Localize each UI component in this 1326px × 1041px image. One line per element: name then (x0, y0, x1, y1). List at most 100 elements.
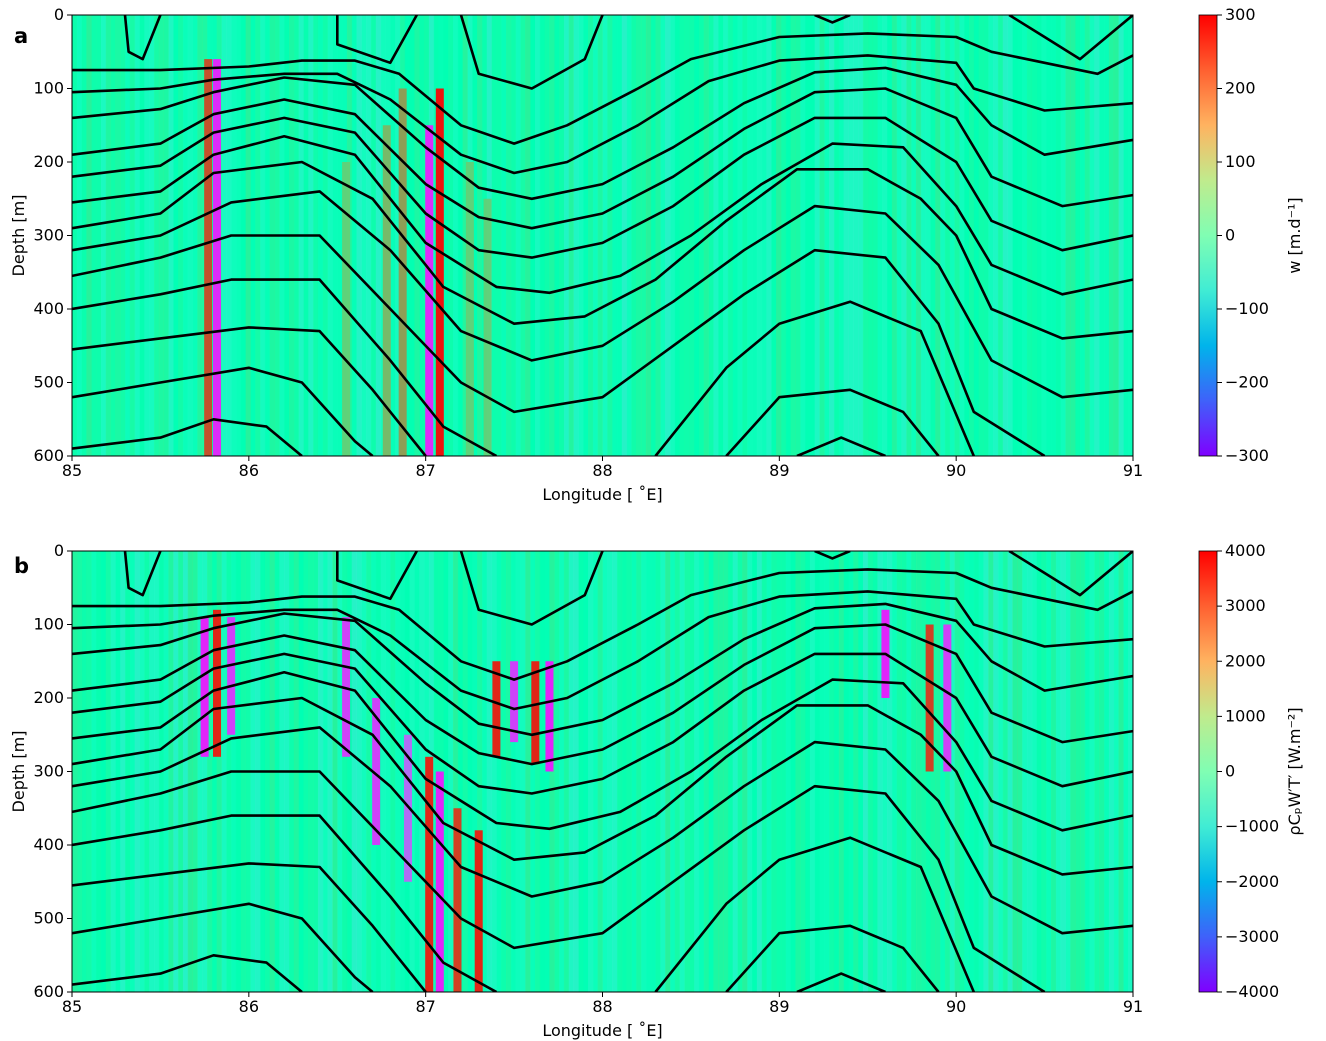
heatmap-cell (472, 551, 478, 992)
x-tick-label: 89 (769, 461, 789, 480)
heatmap-cell (838, 551, 845, 992)
colorbar-tick-label: 0 (1225, 762, 1235, 781)
heatmap-cell (366, 551, 372, 992)
heatmap-cell (665, 15, 671, 456)
contour-line (72, 726, 1133, 935)
contour-line (123, 551, 162, 597)
contour-line (796, 972, 886, 992)
heatmap-cell (723, 551, 729, 992)
heatmap-cell (351, 15, 358, 456)
y-axis-label: Depth [m] (9, 731, 28, 813)
heatmap-cell (732, 551, 739, 992)
heatmap-cell (592, 551, 599, 992)
heatmap-cell (467, 551, 473, 992)
heatmap-cell (1099, 551, 1105, 992)
heatmap-cell (983, 15, 989, 456)
heatmap-cell (993, 15, 999, 456)
heatmap-cell (520, 551, 526, 992)
heatmap-cell (901, 551, 907, 992)
heatmap-cell (105, 551, 112, 992)
heatmap-feature (510, 661, 519, 743)
heatmap-cell (457, 15, 464, 456)
heatmap-cell (501, 15, 507, 456)
heatmap-cell (997, 551, 1004, 992)
heatmap-cell (86, 551, 92, 992)
contour-line (1008, 15, 1133, 61)
heatmap-cell (462, 551, 468, 992)
heatmap-cell (472, 15, 478, 456)
heatmap-cell (993, 551, 999, 992)
heatmap-cell (882, 551, 888, 992)
heatmap-cell (163, 551, 169, 992)
contour-line (459, 15, 604, 90)
heatmap-cell (322, 15, 329, 456)
heatmap-cell (674, 15, 681, 456)
heatmap-cell (872, 551, 878, 992)
colorbar-tick-label: −1000 (1225, 817, 1279, 836)
heatmap-cell (742, 15, 748, 456)
heatmap-cell (752, 551, 758, 992)
heatmap-cell (1017, 551, 1023, 992)
heatmap-cell (139, 551, 145, 992)
heatmap-cell (1123, 551, 1129, 992)
heatmap-cell (390, 15, 396, 456)
heatmap-cell (1060, 15, 1066, 456)
contour-line (72, 135, 1133, 296)
heatmap-cell (935, 551, 941, 992)
heatmap-cell (578, 15, 584, 456)
heatmap-cell (573, 15, 579, 456)
contour-line (72, 32, 1133, 145)
heatmap-cell (1084, 15, 1091, 456)
contour-line (72, 160, 1133, 340)
heatmap-cell (713, 15, 719, 456)
contour-line (814, 551, 851, 560)
contour-line (725, 924, 940, 992)
heatmap-cell (949, 551, 956, 992)
heatmap-cell (125, 15, 131, 456)
heatmap-cell (149, 15, 155, 456)
heatmap-cell (1094, 551, 1100, 992)
heatmap-feature (474, 830, 483, 992)
heatmap-cell (829, 551, 835, 992)
heatmap-cell (332, 15, 338, 456)
heatmap-field (72, 551, 1133, 992)
heatmap-cell (1079, 15, 1086, 456)
heatmap-cell (568, 551, 575, 992)
heatmap-feature (213, 609, 222, 757)
heatmap-cell (1104, 15, 1110, 456)
heatmap-cell (935, 15, 941, 456)
colorbar-tick-label: −2000 (1225, 872, 1279, 891)
heatmap-cell (636, 15, 642, 456)
contour-line (336, 551, 418, 601)
heatmap-cell (819, 551, 825, 992)
colorbar-tick-label: 1000 (1225, 706, 1266, 725)
heatmap-cell (96, 15, 102, 456)
colorbar-tick-label: 300 (1225, 5, 1256, 24)
heatmap-cell (1036, 15, 1042, 456)
contour-line (72, 116, 1133, 259)
heatmap-cell (790, 15, 796, 456)
heatmap-cell (988, 551, 994, 992)
heatmap-cell (534, 15, 541, 456)
heatmap-cell (1084, 551, 1091, 992)
heatmap-cell (814, 551, 821, 992)
heatmap-cell (568, 15, 575, 456)
heatmap-cell (650, 551, 657, 992)
heatmap-cell (1089, 15, 1095, 456)
heatmap-cell (694, 551, 700, 992)
x-tick-label: 91 (1123, 461, 1143, 480)
heatmap-cell (660, 15, 666, 456)
contour-line (459, 551, 604, 626)
heatmap-cell (848, 551, 854, 992)
heatmap-cell (448, 551, 454, 992)
heatmap-cell (327, 551, 333, 992)
contour-line (336, 15, 418, 65)
heatmap-cell (554, 15, 560, 456)
contour-line (72, 770, 1046, 992)
heatmap-cell (448, 15, 454, 456)
heatmap-feature (483, 198, 492, 456)
heatmap-cell (216, 551, 223, 992)
heatmap-feature (545, 661, 554, 772)
y-tick-label: 0 (54, 5, 64, 24)
heatmap-cell (1070, 15, 1076, 456)
